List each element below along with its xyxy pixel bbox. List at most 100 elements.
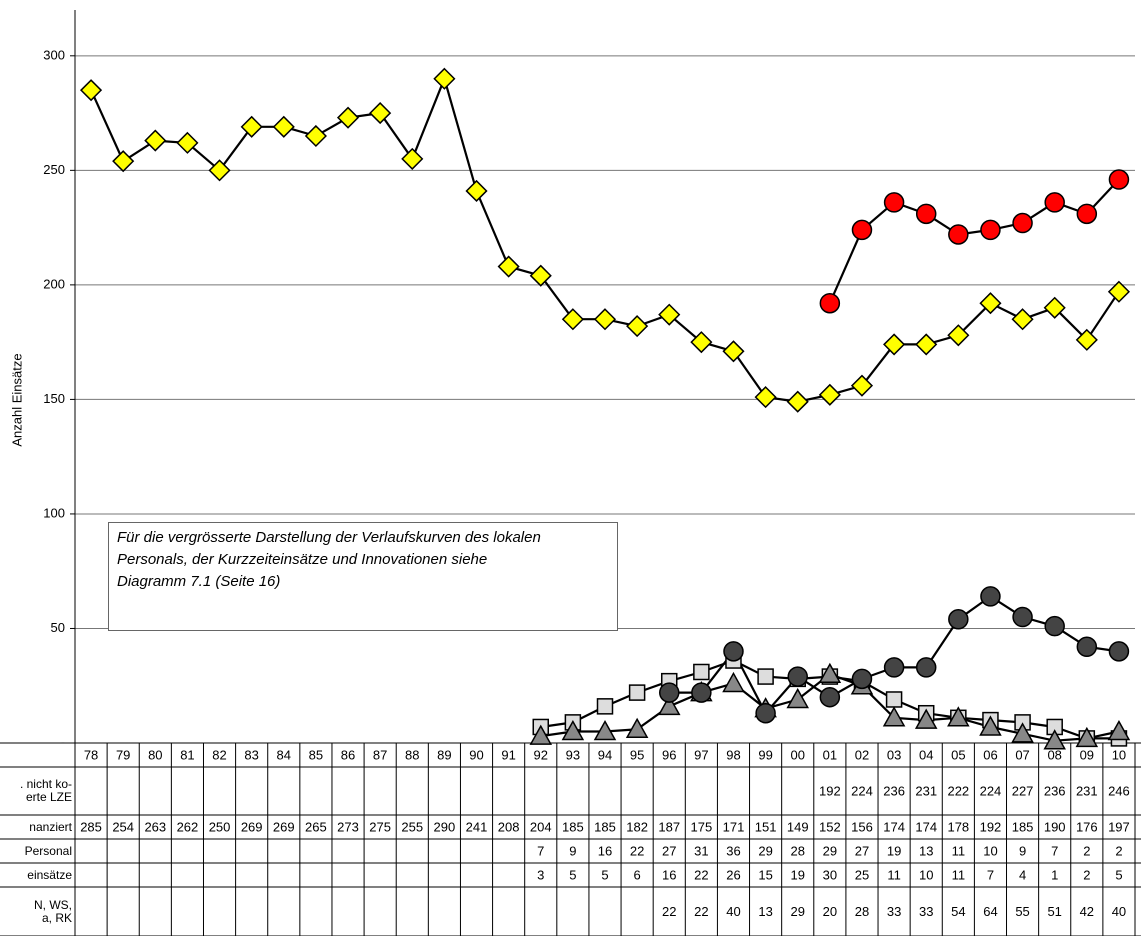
table-value: 31 bbox=[694, 843, 708, 858]
x-tick-label: 07 bbox=[1015, 747, 1029, 762]
table-value: 22 bbox=[662, 904, 676, 919]
x-tick-label: 04 bbox=[919, 747, 933, 762]
marker bbox=[1011, 308, 1034, 331]
table-value: 64 bbox=[983, 904, 997, 919]
marker bbox=[818, 662, 842, 684]
marker bbox=[1043, 729, 1066, 750]
marker bbox=[850, 374, 874, 397]
table-value: 246 bbox=[1108, 783, 1130, 798]
table-value: 28 bbox=[855, 904, 869, 919]
marker bbox=[272, 115, 295, 138]
table-value: 236 bbox=[1044, 783, 1066, 798]
table-value: 13 bbox=[758, 904, 772, 919]
marker bbox=[722, 340, 745, 363]
marker bbox=[915, 333, 938, 356]
table-value: 42 bbox=[1080, 904, 1094, 919]
table-value: 30 bbox=[823, 867, 837, 882]
table-value: 40 bbox=[726, 904, 740, 919]
marker bbox=[948, 224, 969, 245]
marker bbox=[754, 386, 777, 409]
table-value: 152 bbox=[819, 819, 841, 834]
x-tick-label: 97 bbox=[694, 747, 708, 762]
marker bbox=[883, 333, 906, 356]
table-value: 10 bbox=[919, 867, 933, 882]
table-value: 222 bbox=[947, 783, 969, 798]
marker bbox=[658, 303, 681, 326]
x-tick-label: 90 bbox=[469, 747, 483, 762]
marker bbox=[369, 102, 392, 125]
x-tick-label: 00 bbox=[790, 747, 804, 762]
marker bbox=[693, 663, 710, 681]
table-value: 273 bbox=[337, 819, 359, 834]
table-value: 182 bbox=[626, 819, 648, 834]
x-tick-label: 01 bbox=[823, 747, 837, 762]
table-value: 269 bbox=[241, 819, 263, 834]
table-value: 156 bbox=[851, 819, 873, 834]
table-value: 236 bbox=[883, 783, 905, 798]
table-value: 231 bbox=[1076, 783, 1098, 798]
marker bbox=[851, 219, 873, 241]
table-value: 1 bbox=[1051, 867, 1058, 882]
y-tick-label: 150 bbox=[43, 391, 65, 406]
x-tick-label: 10 bbox=[1112, 747, 1126, 762]
table-value: 25 bbox=[855, 867, 869, 882]
table-value: 9 bbox=[569, 843, 576, 858]
table-value: 174 bbox=[883, 819, 905, 834]
table-value: 224 bbox=[980, 783, 1002, 798]
series-label: N, WS, a, RK bbox=[34, 897, 72, 925]
marker bbox=[757, 668, 774, 685]
marker bbox=[1044, 615, 1065, 637]
x-tick-label: 03 bbox=[887, 747, 901, 762]
table-value: 9 bbox=[1019, 843, 1026, 858]
marker bbox=[1076, 636, 1098, 658]
table-value: 13 bbox=[919, 843, 933, 858]
table-value: 285 bbox=[80, 819, 102, 834]
x-tick-label: 02 bbox=[855, 747, 869, 762]
marker bbox=[144, 129, 167, 152]
marker bbox=[112, 150, 135, 173]
table-value: 255 bbox=[401, 819, 423, 834]
table-value: 11 bbox=[887, 867, 901, 882]
y-tick-label: 200 bbox=[43, 276, 65, 291]
table-value: 241 bbox=[466, 819, 488, 834]
table-value: 40 bbox=[1112, 904, 1126, 919]
x-tick-label: 79 bbox=[116, 747, 130, 762]
table-value: 51 bbox=[1047, 904, 1061, 919]
table-value: 263 bbox=[144, 819, 166, 834]
table-value: 227 bbox=[1012, 783, 1034, 798]
table-value: 2 bbox=[1083, 867, 1090, 882]
marker bbox=[240, 115, 263, 138]
table-value: 185 bbox=[1012, 819, 1034, 834]
marker bbox=[1107, 280, 1131, 303]
marker bbox=[723, 641, 744, 662]
table-value: 190 bbox=[1044, 819, 1066, 834]
x-tick-label: 89 bbox=[437, 747, 451, 762]
marker bbox=[883, 192, 905, 213]
table-value: 3 bbox=[537, 867, 544, 882]
marker bbox=[979, 292, 1002, 315]
series-label: . nicht ko- erte LZE bbox=[19, 777, 72, 804]
marker bbox=[1043, 296, 1066, 319]
marker bbox=[914, 708, 938, 729]
table-value: 265 bbox=[305, 819, 327, 834]
marker bbox=[787, 666, 808, 687]
table-value: 4 bbox=[1019, 867, 1026, 882]
table-value: 22 bbox=[630, 843, 644, 858]
marker bbox=[691, 682, 712, 703]
marker bbox=[755, 702, 776, 724]
marker bbox=[818, 383, 841, 406]
table-value: 22 bbox=[694, 867, 708, 882]
marker bbox=[1075, 726, 1099, 748]
x-tick-label: 78 bbox=[84, 747, 98, 762]
marker bbox=[336, 106, 360, 129]
table-value: 20 bbox=[823, 904, 837, 919]
y-tick-label: 50 bbox=[51, 620, 65, 635]
marker bbox=[497, 255, 520, 278]
table-value: 2 bbox=[1115, 843, 1122, 858]
marker bbox=[786, 687, 810, 709]
lines bbox=[90, 75, 1120, 742]
table-value: 19 bbox=[790, 867, 804, 882]
table-value: 15 bbox=[758, 867, 772, 882]
annotation: Für die vergrösserte Darstellung der Ver… bbox=[108, 522, 618, 631]
